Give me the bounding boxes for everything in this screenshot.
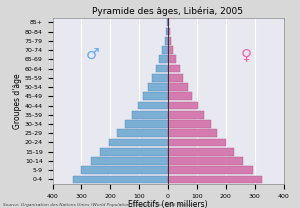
Bar [164, 37, 168, 45]
Bar [148, 83, 168, 91]
Bar [132, 111, 168, 119]
Bar [168, 148, 234, 156]
Y-axis label: Groupes d'âge: Groupes d'âge [13, 73, 22, 129]
Title: Pyramide des âges, Libéria, 2005: Pyramide des âges, Libéria, 2005 [92, 6, 244, 16]
Bar [159, 55, 168, 63]
Bar [109, 139, 168, 146]
Bar [168, 102, 198, 109]
Bar [143, 92, 168, 100]
Bar [100, 148, 168, 156]
Bar [168, 166, 253, 174]
Bar [152, 74, 168, 82]
Bar [168, 37, 171, 45]
Bar [168, 120, 211, 128]
Bar [168, 176, 262, 183]
Bar [168, 18, 169, 26]
Bar [73, 176, 168, 183]
Bar [168, 83, 188, 91]
Bar [162, 46, 168, 54]
Bar [168, 129, 217, 137]
Bar [125, 120, 168, 128]
Bar [92, 157, 168, 165]
X-axis label: Effectifs (en milliers): Effectifs (en milliers) [128, 200, 208, 208]
Bar [138, 102, 168, 109]
Bar [168, 28, 170, 36]
Bar [168, 65, 179, 72]
Text: ♂: ♂ [86, 47, 100, 62]
Bar [81, 166, 168, 174]
Bar [168, 92, 192, 100]
Bar [168, 46, 173, 54]
Text: Source: Organisation des Nations Unies (World Population Prospects: The 2006 Rev: Source: Organisation des Nations Unies (… [3, 203, 197, 207]
Bar [156, 65, 168, 72]
Bar [168, 74, 183, 82]
Bar [168, 139, 226, 146]
Bar [166, 28, 168, 36]
Bar [168, 157, 243, 165]
Bar [168, 111, 203, 119]
Bar [168, 55, 176, 63]
Text: ♀: ♀ [240, 47, 251, 62]
Bar [167, 18, 168, 26]
Bar [118, 129, 168, 137]
